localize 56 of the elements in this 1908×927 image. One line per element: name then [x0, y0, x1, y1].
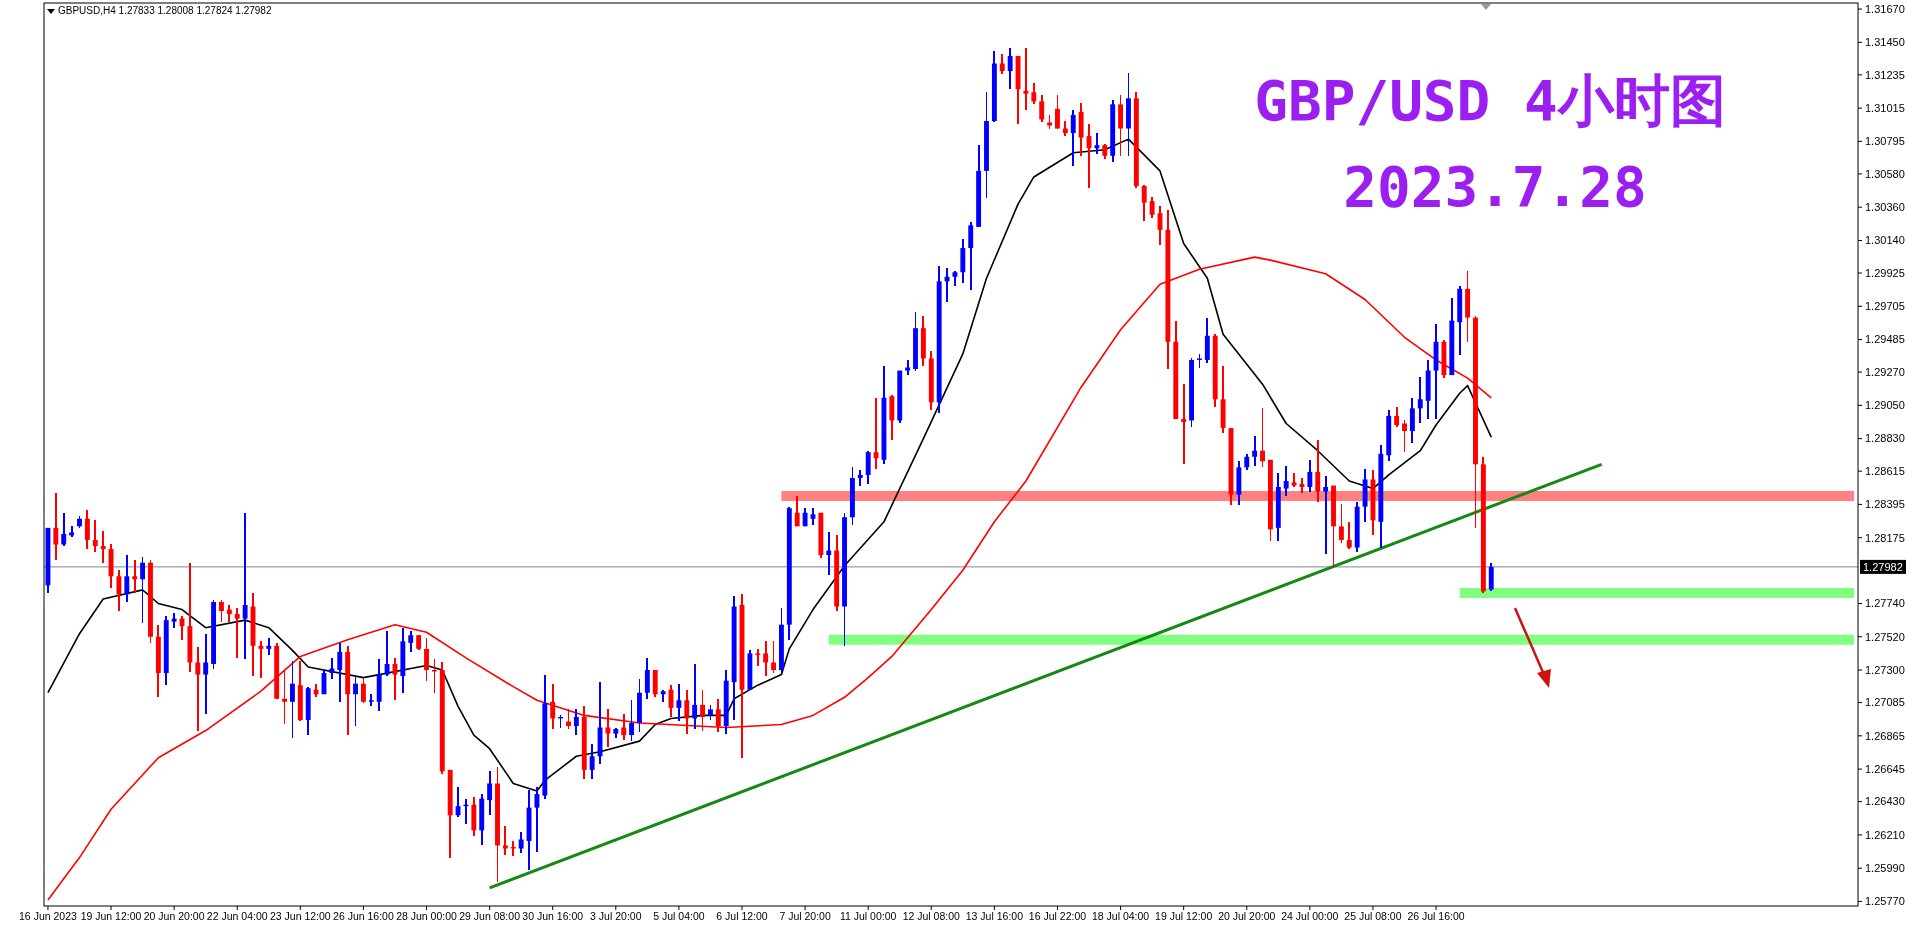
- ref-line-label: 1.27982: [1863, 560, 1903, 573]
- x-tick-label: 29 Jun 08:00: [459, 910, 521, 922]
- y-tick-label: 1.30580: [1865, 167, 1905, 180]
- y-tick-label: 1.30140: [1865, 234, 1905, 247]
- y-tick-label: 1.29050: [1865, 399, 1905, 412]
- candlestick: [431, 658, 437, 694]
- y-tick-label: 1.26645: [1865, 762, 1905, 775]
- y-tick-label: 1.30795: [1865, 135, 1905, 148]
- y-tick-label: 1.31670: [1865, 2, 1905, 15]
- y-tick-label: 1.26210: [1865, 828, 1905, 841]
- y-tick-label: 1.27520: [1865, 630, 1905, 643]
- y-tick-label: 1.31450: [1865, 36, 1905, 49]
- x-tick-label: 23 Jun 12:00: [269, 910, 331, 922]
- x-tick-label: 3 Jul 20:00: [590, 910, 642, 922]
- y-tick-label: 1.31235: [1865, 68, 1905, 81]
- x-tick-label: 18 Jul 04:00: [1091, 910, 1150, 922]
- y-tick-label: 1.25770: [1865, 895, 1905, 908]
- y-tick-label: 1.26430: [1865, 795, 1905, 808]
- x-tick-label: 12 Jul 08:00: [902, 910, 961, 922]
- y-tick-label: 1.31015: [1865, 101, 1905, 114]
- x-tick-label: 26 Jun 16:00: [333, 910, 394, 922]
- x-tick-label: 25 Jul 08:00: [1344, 910, 1402, 922]
- x-tick-label: 16 Jul 22:00: [1028, 910, 1087, 922]
- y-tick-label: 1.28395: [1865, 498, 1905, 511]
- x-tick-label: 20 Jun 20:00: [143, 910, 205, 922]
- x-tick-label: 19 Jun 12:00: [80, 910, 142, 922]
- x-tick-label: 28 Jun 00:00: [396, 910, 458, 922]
- y-tick-label: 1.28175: [1865, 531, 1905, 544]
- y-tick-label: 1.28830: [1865, 432, 1905, 445]
- y-tick-label: 1.26865: [1865, 729, 1905, 742]
- x-tick-label: 16 Jun 2023: [19, 910, 77, 922]
- x-tick-label: 24 Jul 00:00: [1281, 910, 1339, 922]
- y-tick-label: 1.29925: [1865, 266, 1905, 279]
- x-tick-label: 13 Jul 16:00: [965, 910, 1024, 922]
- text: GBP/USD 4小时图: [1254, 68, 1726, 133]
- y-tick-label: 1.29485: [1865, 333, 1905, 346]
- candlestick: [566, 708, 571, 730]
- x-tick-label: 5 Jul 04:00: [653, 910, 705, 922]
- y-tick-label: 1.27085: [1865, 696, 1905, 709]
- x-tick-label: 26 Jul 16:00: [1407, 910, 1465, 922]
- text: 2023.7.28: [1343, 154, 1647, 219]
- y-tick-label: 1.27300: [1865, 663, 1905, 676]
- y-tick-label: 1.30360: [1865, 201, 1905, 214]
- x-tick-label: 30 Jun 16:00: [522, 910, 584, 922]
- x-tick-label: 6 Jul 12:00: [716, 910, 768, 922]
- x-tick-label: 20 Jul 20:00: [1218, 910, 1276, 922]
- y-tick-label: 1.28615: [1865, 464, 1905, 477]
- y-tick-label: 1.25990: [1865, 862, 1905, 875]
- y-tick-label: 1.29705: [1865, 300, 1905, 313]
- annotation: GBPUSD,H4 1.27833 1.28008 1.27824 1.27982: [58, 5, 272, 16]
- x-tick-label: 19 Jul 12:00: [1155, 910, 1213, 922]
- x-tick-label: 22 Jun 04:00: [206, 910, 268, 922]
- y-tick-label: 1.27740: [1865, 597, 1905, 610]
- y-tick-label: 1.29270: [1865, 365, 1905, 378]
- x-tick-label: 11 Jul 00:00: [839, 910, 897, 922]
- x-tick-label: 7 Jul 20:00: [779, 910, 831, 922]
